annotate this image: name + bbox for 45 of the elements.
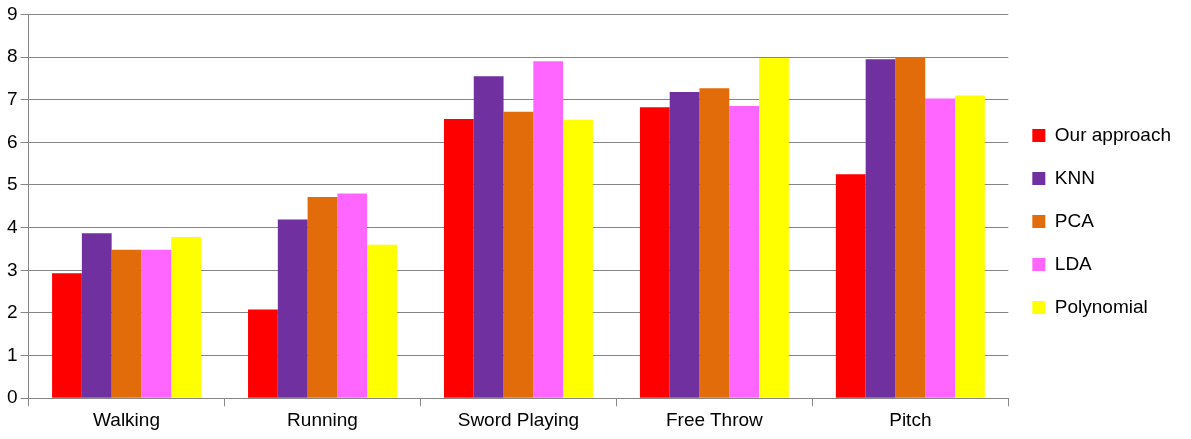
bar — [865, 59, 896, 398]
bar — [111, 249, 142, 398]
y-tick-label: 3 — [6, 258, 18, 280]
x-tick-label: Walking — [93, 408, 160, 430]
bar — [171, 237, 201, 398]
y-tick-label: 2 — [6, 301, 18, 323]
bar — [563, 119, 593, 398]
y-tick-label: 9 — [6, 2, 18, 24]
x-tick-label: Pitch — [889, 408, 932, 430]
bar — [248, 309, 278, 398]
bar — [895, 57, 926, 398]
bar — [81, 233, 112, 398]
legend-label: Polynomial — [1054, 295, 1148, 317]
y-tick-label: 0 — [6, 386, 18, 408]
bar — [835, 174, 866, 398]
x-tick-label: Running — [287, 408, 358, 430]
bar — [955, 95, 985, 398]
bar — [925, 98, 956, 398]
legend-label: LDA — [1054, 252, 1093, 274]
y-tick-label: 1 — [6, 343, 18, 365]
bar — [669, 92, 700, 398]
y-tick-label: 6 — [6, 130, 18, 152]
x-tick-label: Sword Playing — [457, 408, 580, 430]
legend-label: Our approach — [1054, 123, 1172, 145]
bar — [307, 196, 338, 398]
bar — [443, 118, 474, 398]
legend-label: PCA — [1054, 209, 1095, 231]
bar — [533, 61, 564, 398]
bar — [277, 219, 308, 398]
bar — [367, 244, 397, 398]
bar — [52, 273, 82, 398]
x-tick-label: Free Throw — [666, 408, 764, 430]
bar — [473, 76, 504, 398]
bar — [699, 88, 730, 398]
bar — [337, 193, 368, 398]
y-tick-label: 8 — [6, 45, 18, 67]
bar — [759, 57, 789, 398]
bar — [503, 111, 534, 398]
bar — [729, 106, 760, 398]
y-tick-label: 4 — [6, 215, 18, 237]
bar — [141, 249, 172, 398]
y-tick-label: 7 — [6, 87, 18, 109]
y-tick-label: 5 — [6, 173, 18, 195]
bar — [639, 107, 670, 398]
legend-label: KNN — [1054, 166, 1095, 188]
